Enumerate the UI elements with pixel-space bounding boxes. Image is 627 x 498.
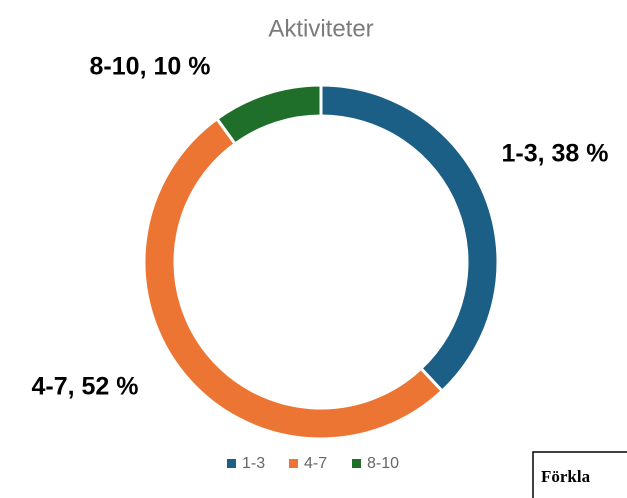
legend-swatch (227, 459, 236, 468)
legend-swatch (289, 459, 298, 468)
legend-label: 1-3 (242, 455, 265, 472)
legend-swatch (352, 459, 361, 468)
donut-segment (142, 116, 445, 441)
chart-title: Aktiviteter (268, 15, 373, 42)
donut-segment (214, 83, 323, 146)
data-label: 4-7, 52 % (31, 373, 138, 401)
legend-label: 8-10 (367, 455, 399, 472)
data-label: 1-3, 38 % (501, 140, 608, 168)
legend-label: 4-7 (304, 455, 327, 472)
text-box-text: Förkla (541, 467, 591, 486)
data-label: 8-10, 10 % (90, 53, 211, 81)
text-box (532, 451, 627, 498)
